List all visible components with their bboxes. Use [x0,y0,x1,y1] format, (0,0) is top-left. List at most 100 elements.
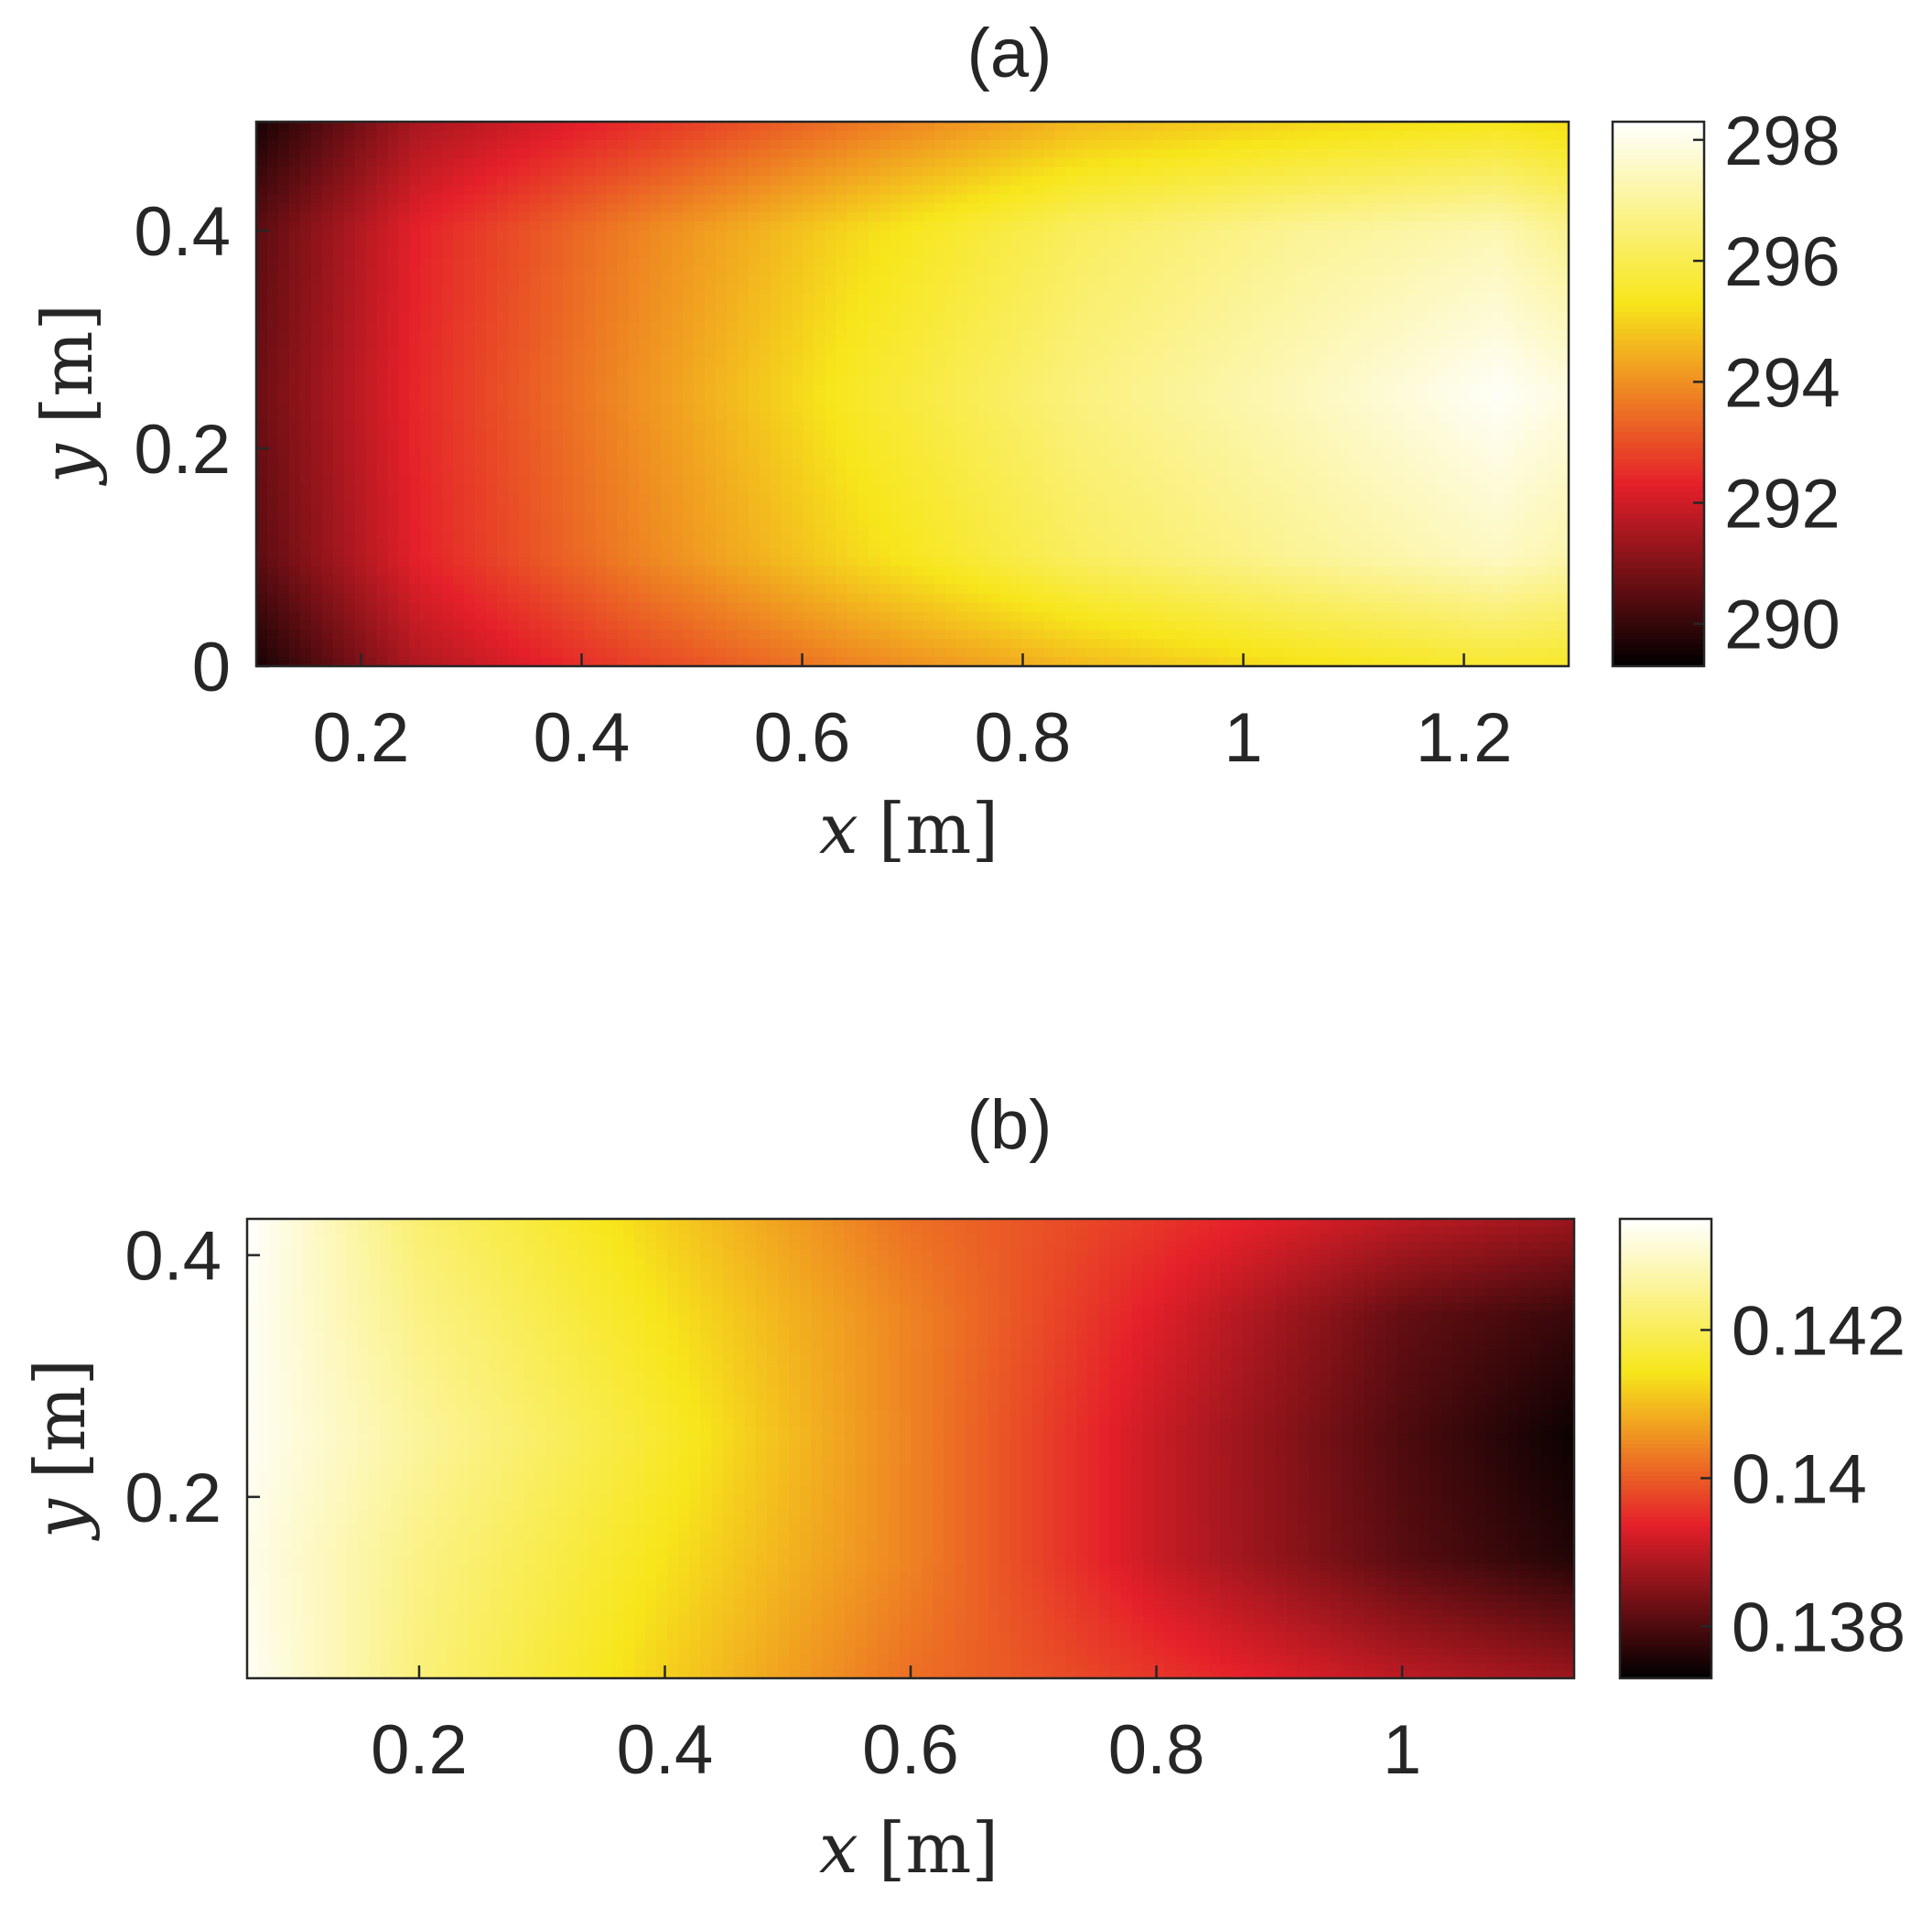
panel-a-heatmap-cell [869,348,880,359]
panel-a-heatmap-cell [1295,221,1307,232]
panel-a-heatmap-cell [814,139,826,150]
panel-a-heatmap-cell [977,167,990,178]
panel-a-heatmap-cell [748,421,761,431]
panel-a-heatmap-cell [1492,231,1504,241]
panel-a-heatmap-cell [1273,457,1285,468]
panel-a-heatmap-cell [475,157,487,168]
panel-a-heatmap-cell [639,357,651,368]
panel-a-heatmap-cell [1163,475,1176,486]
panel-a-heatmap-cell [617,167,629,178]
panel-a-heatmap-cell [1547,248,1559,259]
panel-a-heatmap-cell [880,139,891,150]
panel-a-heatmap-cell [1448,366,1461,377]
panel-a-heatmap-cell [256,321,268,331]
panel-a-heatmap-cell [1043,257,1055,268]
panel-a-heatmap-cell [847,130,858,141]
panel-a-heatmap-cell [1273,348,1285,359]
panel-a-heatmap-cell [299,203,312,213]
panel-a-heatmap-cell [934,493,946,504]
panel-a-heatmap-cell [266,321,279,331]
panel-a-heatmap-cell [573,321,586,331]
panel-a-heatmap-cell [1295,275,1307,286]
panel-a-heatmap-cell [1229,484,1242,495]
panel-a-heatmap-cell [1415,122,1428,132]
panel-a-heatmap-cell [1437,185,1450,195]
panel-a-heatmap-cell [266,157,279,168]
panel-a-heatmap-cell [1437,321,1450,331]
panel-a-heatmap-cell [431,484,443,495]
panel-a-heatmap-cell [847,357,858,368]
panel-a-heatmap-cell [1207,248,1220,259]
panel-a-heatmap-cell [1021,384,1034,395]
panel-a-heatmap-cell [934,475,946,486]
panel-a-heatmap-cell [944,430,957,440]
panel-a-heatmap-cell [551,157,564,168]
panel-a-heatmap-cell [1207,339,1220,350]
panel-a-heatmap-cell [475,439,487,449]
panel-a-heatmap-cell [988,493,1001,504]
panel-a-heatmap-cell [1393,194,1406,204]
panel-a-heatmap-cell [529,412,542,422]
panel-a-heatmap-cell [1065,257,1077,268]
panel-a-heatmap-cell [858,312,869,322]
panel-a-heatmap-cell [977,439,990,449]
panel-a-heatmap-cell [1360,457,1373,468]
panel-a-heatmap-cell [825,257,836,268]
panel-a-heatmap-cell [277,475,290,486]
panel-a-heatmap-cell [1371,484,1384,495]
panel-a-heatmap-cell [1503,375,1515,386]
panel-a-heatmap-cell [1240,384,1253,395]
panel-a-heatmap-cell [977,412,990,422]
panel-a-heatmap-cell [398,275,410,286]
panel-a-heatmap-cell [1328,421,1340,431]
panel-a-heatmap-cell [1448,275,1461,286]
panel-a-heatmap-cell [792,375,804,386]
panel-a-heatmap-cell [1328,203,1340,213]
panel-a-heatmap-cell [409,285,421,296]
panel-a-heatmap-cell [781,321,793,331]
panel-a-heatmap-cell [1021,448,1034,458]
panel-a-heatmap-cell [573,475,586,486]
panel-a-heatmap-cell [988,167,1001,178]
panel-a-heatmap-cell [1141,122,1154,132]
panel-a-heatmap-cell [376,348,388,359]
panel-a-heatmap-cell [1163,330,1176,340]
panel-a-heatmap-cell [944,439,957,449]
panel-a-heatmap-cell [1284,185,1296,195]
panel-a-heatmap-cell [726,312,739,322]
panel-a-heatmap-cell [1339,139,1351,150]
panel-a-heatmap-cell [1163,185,1176,195]
panel-a-heatmap-cell [431,167,443,178]
panel-a-heatmap-cell [890,484,902,495]
panel-a-heatmap-cell [1185,257,1198,268]
panel-a-heatmap-cell [1393,285,1406,296]
panel-a-heatmap-cell [1174,430,1187,440]
panel-a-heatmap-cell [496,212,509,222]
panel-a-heatmap-cell [431,239,443,250]
panel-a-heatmap-cell [1481,203,1493,213]
panel-a-heatmap-cell [683,248,695,259]
panel-a-heatmap-cell [1010,148,1023,159]
panel-a-heatmap-cell [496,239,509,250]
panel-a-heatmap-cell [1481,185,1493,195]
panel-a-heatmap-cell [1536,439,1548,449]
panel-a-heatmap-cell [354,139,367,150]
panel-a-heatmap-cell [661,221,673,232]
panel-a-heatmap-cell [1152,294,1165,304]
panel-a-heatmap-cell [1415,330,1428,340]
panel-a-heatmap-cell [770,466,783,477]
panel-a-heatmap-cell [912,194,924,204]
panel-a-heatmap-cell [1109,294,1121,304]
panel-a-heatmap-cell [1393,466,1406,477]
panel-a-heatmap-cell [847,148,858,159]
panel-a-heatmap-cell [595,212,607,222]
panel-a-heatmap-cell [1207,275,1220,286]
panel-a-heatmap-cell [1087,303,1099,313]
panel-a-heatmap-cell [1240,257,1253,268]
panel-a-heatmap-cell [475,466,487,477]
panel-a-heatmap-cell [573,439,586,449]
panel-a-heatmap-cell [1328,157,1340,168]
panel-a-heatmap-cell [266,430,279,440]
panel-a-heatmap-cell [1448,421,1461,431]
panel-a-heatmap-cell [277,167,290,178]
